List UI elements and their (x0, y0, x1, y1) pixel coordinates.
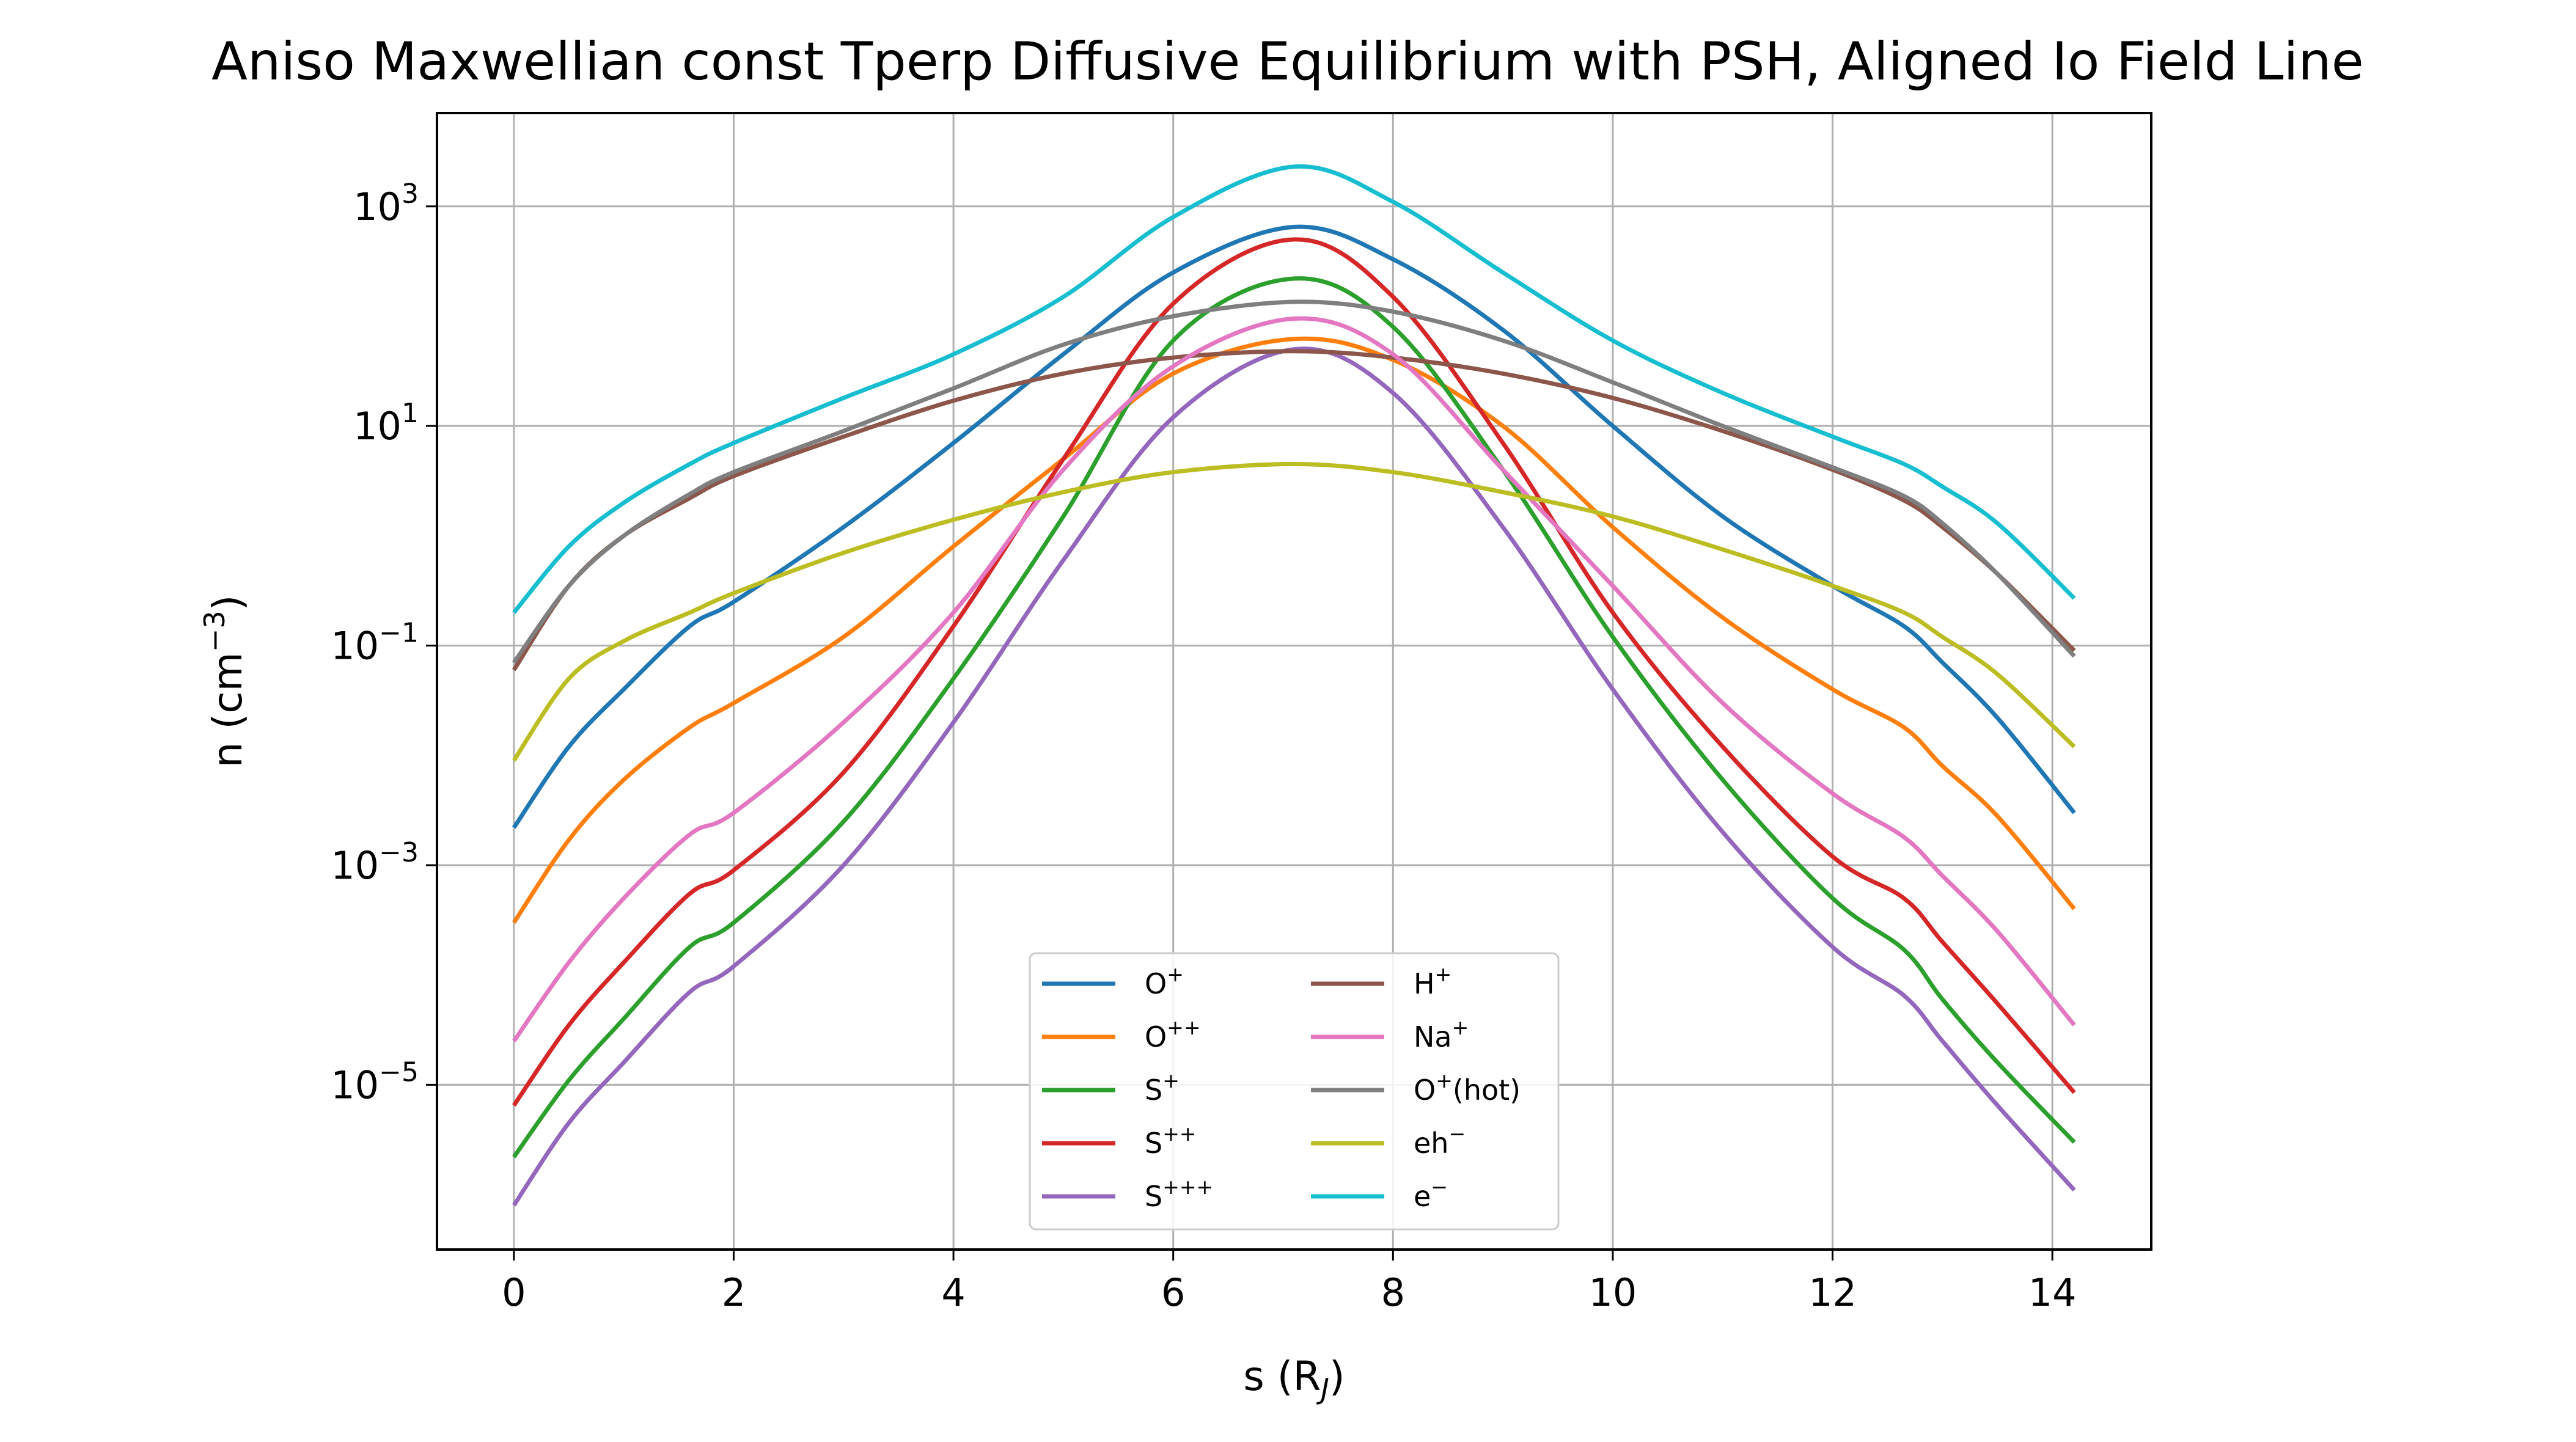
legend-label-splusplus: S++ (1145, 1122, 1197, 1160)
plot-frame (436, 112, 2152, 1251)
y-tick-label: 101 (353, 398, 419, 448)
legend: O+ O++ S+ S++ S+++ H+ Na+ O+(hot) eh− e− (1029, 952, 1560, 1231)
series-line-oplus (512, 224, 2076, 829)
x-tick-label: 6 (1161, 1270, 1185, 1315)
x-tick-label: 14 (2028, 1270, 2077, 1315)
series-lines (512, 164, 2076, 1207)
x-tick-label: 2 (722, 1270, 746, 1315)
y-axis-label: n (cm−3) (198, 595, 251, 768)
legend-label-splusplusplus: S+++ (1145, 1175, 1213, 1213)
legend-label-hplus: H+ (1414, 962, 1451, 1000)
series-line-hplus (512, 349, 2076, 672)
series-line-splusplus (512, 237, 2076, 1107)
legend-label-naplus: Na+ (1414, 1016, 1469, 1053)
series-line-oplusplus (512, 336, 2076, 924)
x-tick-label: 8 (1381, 1270, 1405, 1315)
legend-box (1029, 952, 1560, 1231)
legend-label-ehminus: eh− (1414, 1122, 1466, 1160)
series-line-splus (512, 276, 2076, 1158)
y-tick-label: 103 (353, 178, 419, 229)
x-tick-label: 0 (502, 1270, 526, 1315)
y-tick-label: 10−1 (331, 618, 419, 668)
x-tick-label: 4 (941, 1270, 965, 1315)
series-line-naplus (512, 316, 2076, 1042)
legend-label-oplus-hot-: O+(hot) (1414, 1069, 1521, 1107)
legend-label-oplus: O+ (1145, 962, 1184, 1000)
legend-label-eminus: e− (1414, 1175, 1448, 1213)
x-axis: 0 2 4 6 8 10 12 14 (502, 1250, 2077, 1315)
y-tick-label: 10−5 (331, 1056, 419, 1107)
y-axis: 103 101 10−1 10−3 10−5 (331, 178, 437, 1107)
series-line-oplus-hot- (512, 299, 2076, 664)
x-axis-label: s (RJ) (1243, 1353, 1345, 1405)
x-tick-label: 10 (1588, 1270, 1637, 1315)
series-line-eminus (512, 164, 2076, 614)
y-tick-label: 10−3 (331, 837, 419, 888)
chart-title: Aniso Maxwellian const Tperp Diffusive E… (211, 31, 2364, 92)
series-line-ehminus (512, 462, 2076, 762)
legend-label-oplusplus: O++ (1145, 1016, 1201, 1053)
x-tick-label: 12 (1808, 1270, 1857, 1315)
legend-label-splus: S+ (1145, 1069, 1180, 1107)
